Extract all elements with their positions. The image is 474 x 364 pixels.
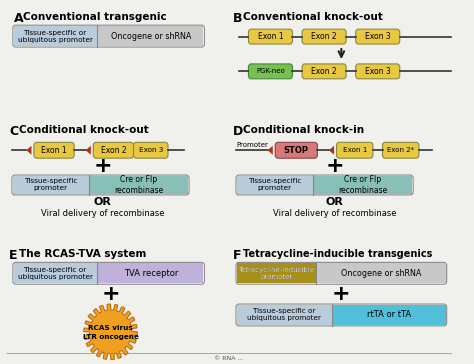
Text: B: B xyxy=(233,12,243,25)
Text: C: C xyxy=(9,126,18,138)
Polygon shape xyxy=(26,146,31,155)
Bar xyxy=(97,264,203,283)
Text: Tissue-specific or
ubiquitous promoter: Tissue-specific or ubiquitous promoter xyxy=(247,308,321,321)
Bar xyxy=(14,26,97,46)
FancyBboxPatch shape xyxy=(248,64,292,79)
Text: Conventional knock-out: Conventional knock-out xyxy=(243,12,383,22)
Text: Conventional transgenic: Conventional transgenic xyxy=(23,12,167,22)
FancyBboxPatch shape xyxy=(93,142,134,158)
Text: Tissue-specific or
ubiquitous promoter: Tissue-specific or ubiquitous promoter xyxy=(18,29,92,43)
Polygon shape xyxy=(86,146,91,155)
Text: Exon 3: Exon 3 xyxy=(365,32,391,41)
Bar xyxy=(237,264,317,283)
Text: E: E xyxy=(9,249,18,262)
Bar xyxy=(237,305,332,325)
Text: TVA receptor: TVA receptor xyxy=(124,269,178,278)
Polygon shape xyxy=(268,146,273,155)
Bar xyxy=(14,264,97,283)
Text: The RCAS-TVA system: The RCAS-TVA system xyxy=(18,249,146,260)
Text: Conditional knock-out: Conditional knock-out xyxy=(18,126,148,135)
Text: Exon 1: Exon 1 xyxy=(41,146,67,155)
Bar xyxy=(13,176,89,194)
Text: +: + xyxy=(101,284,120,304)
FancyBboxPatch shape xyxy=(302,29,346,44)
FancyBboxPatch shape xyxy=(34,142,74,158)
FancyBboxPatch shape xyxy=(356,29,400,44)
Polygon shape xyxy=(84,304,137,360)
Bar xyxy=(317,264,446,283)
Text: Promoter: Promoter xyxy=(236,142,268,148)
Text: Tetracycline-inducible
promoter: Tetracycline-inducible promoter xyxy=(238,267,314,280)
Text: Tissue-specific
promoter: Tissue-specific promoter xyxy=(24,178,77,191)
Text: +: + xyxy=(332,284,351,304)
Text: Exon 1: Exon 1 xyxy=(343,147,367,153)
Text: Tissue-specific
promoter: Tissue-specific promoter xyxy=(247,178,301,191)
Text: STOP: STOP xyxy=(284,146,309,155)
FancyBboxPatch shape xyxy=(236,304,447,326)
Text: PGK-neo: PGK-neo xyxy=(256,68,285,74)
Text: Oncogene or shRNA: Oncogene or shRNA xyxy=(110,32,191,41)
Text: rtTA or tTA: rtTA or tTA xyxy=(367,310,411,320)
FancyBboxPatch shape xyxy=(356,64,400,79)
Text: RCAS virus: RCAS virus xyxy=(88,325,133,331)
Text: Exon 3: Exon 3 xyxy=(138,147,163,153)
FancyBboxPatch shape xyxy=(13,25,204,47)
Bar xyxy=(89,176,188,194)
FancyBboxPatch shape xyxy=(248,29,292,44)
Text: LTR oncogene: LTR oncogene xyxy=(82,334,138,340)
Text: +: + xyxy=(325,156,344,176)
Text: Conditional knock-in: Conditional knock-in xyxy=(243,126,364,135)
Polygon shape xyxy=(329,146,334,155)
Text: Exon 3: Exon 3 xyxy=(365,67,391,76)
Text: +: + xyxy=(93,156,112,176)
Text: Tetracycline-inducible transgenics: Tetracycline-inducible transgenics xyxy=(243,249,432,260)
Text: © RNA ...: © RNA ... xyxy=(214,356,243,361)
Bar xyxy=(97,26,203,46)
Bar xyxy=(332,305,446,325)
Text: Exon 1: Exon 1 xyxy=(258,32,283,41)
FancyBboxPatch shape xyxy=(236,262,447,284)
Text: D: D xyxy=(233,126,243,138)
Text: F: F xyxy=(233,249,242,262)
Bar xyxy=(237,176,313,194)
FancyBboxPatch shape xyxy=(275,142,318,158)
Text: A: A xyxy=(14,12,23,25)
FancyBboxPatch shape xyxy=(337,142,373,158)
Text: Exon 2: Exon 2 xyxy=(311,32,337,41)
Text: Tissue-specific or
ubiquitous promoter: Tissue-specific or ubiquitous promoter xyxy=(18,267,92,280)
FancyBboxPatch shape xyxy=(13,262,204,284)
FancyBboxPatch shape xyxy=(383,142,419,158)
Text: Oncogene or shRNA: Oncogene or shRNA xyxy=(341,269,422,278)
Text: Viral delivery of recombinase: Viral delivery of recombinase xyxy=(41,209,164,218)
Text: Cre or Flp
recombinase: Cre or Flp recombinase xyxy=(114,175,164,195)
Text: Exon 2: Exon 2 xyxy=(311,67,337,76)
Text: Tetracycline-inducible
promoter: Tetracycline-inducible promoter xyxy=(238,267,314,280)
FancyBboxPatch shape xyxy=(236,175,413,195)
Text: Exon 2*: Exon 2* xyxy=(387,147,414,153)
Text: Cre or Flp
recombinase: Cre or Flp recombinase xyxy=(338,175,388,195)
Text: Exon 2: Exon 2 xyxy=(100,146,126,155)
Text: Viral delivery of recombinase: Viral delivery of recombinase xyxy=(273,209,396,218)
Bar xyxy=(313,176,412,194)
FancyBboxPatch shape xyxy=(134,142,168,158)
Text: OR: OR xyxy=(326,197,344,207)
Text: OR: OR xyxy=(94,197,112,207)
FancyBboxPatch shape xyxy=(12,175,189,195)
FancyBboxPatch shape xyxy=(302,64,346,79)
